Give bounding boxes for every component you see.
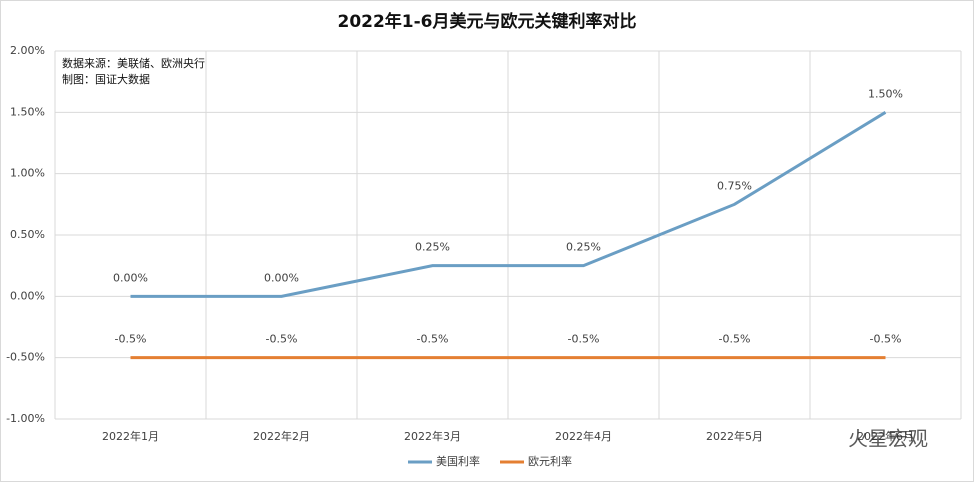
data-label: 0.25% <box>415 241 450 254</box>
x-tick-label: 2022年3月 <box>404 429 461 443</box>
line-series <box>130 111 887 298</box>
x-tick-label: 2022年4月 <box>555 429 612 443</box>
annotation: 数据来源：美联储、欧洲央行 <box>62 56 205 70</box>
data-label: -0.5% <box>115 333 147 346</box>
y-tick-label: -1.00% <box>6 412 45 425</box>
data-label: -0.5% <box>870 333 902 346</box>
data-label: -0.5% <box>568 333 600 346</box>
x-tick-label: 2022年6月 <box>857 429 914 443</box>
data-label: 1.50% <box>868 87 903 100</box>
y-tick-label: -0.50% <box>6 351 45 364</box>
y-tick-label: 1.50% <box>10 105 45 118</box>
annotation: 制图：国证大数据 <box>62 72 150 86</box>
data-label: 0.00% <box>264 271 299 284</box>
x-tick-label: 2022年2月 <box>253 429 310 443</box>
chart-title: 2022年1-6月美元与欧元关键利率对比 <box>337 11 636 32</box>
watermark: 火星宏观 <box>848 427 928 451</box>
legend-label: 欧元利率 <box>528 454 572 468</box>
y-tick-label: 0.50% <box>10 228 45 241</box>
y-tick-label: 0.00% <box>10 289 45 302</box>
data-label: -0.5% <box>266 333 298 346</box>
legend-label: 美国利率 <box>436 454 480 468</box>
data-label: 0.75% <box>717 179 752 192</box>
y-tick-label: 2.00% <box>10 44 45 57</box>
data-label: -0.5% <box>417 333 449 346</box>
x-tick-label: 2022年1月 <box>102 429 159 443</box>
data-label: 0.25% <box>566 241 601 254</box>
data-label: -0.5% <box>719 333 751 346</box>
data-label: 0.00% <box>113 271 148 284</box>
y-tick-label: 1.00% <box>10 167 45 180</box>
x-tick-label: 2022年5月 <box>706 429 763 443</box>
